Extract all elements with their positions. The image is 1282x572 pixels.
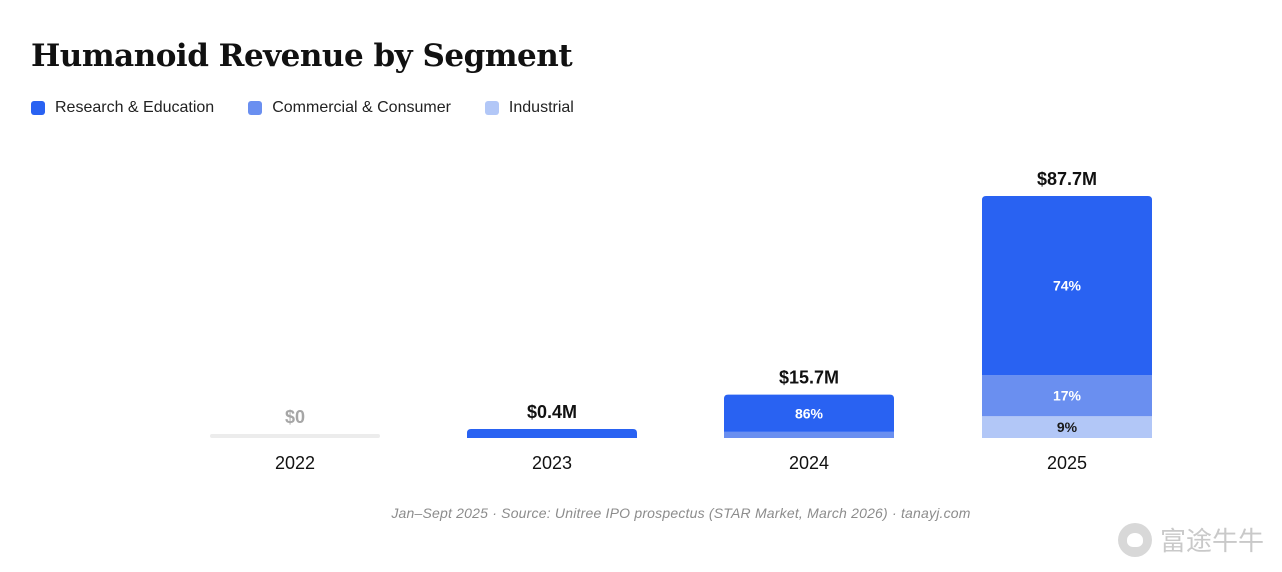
- total-label-2024: $15.7M: [779, 368, 839, 388]
- bar-segment-2025-industrial: [982, 416, 1152, 438]
- segment-label-2025-2: 9%: [1057, 419, 1078, 435]
- total-label-2025: $87.7M: [1037, 169, 1097, 189]
- legend-label-commercial: Commercial & Consumer: [272, 99, 451, 116]
- bar-segment-2024-commercial-consumer: [724, 431, 894, 438]
- legend-swatch-research: [31, 101, 45, 115]
- legend-item-industrial: Industrial: [484, 99, 574, 117]
- futu-logo-icon: [1117, 522, 1152, 557]
- bar-empty-2022: [210, 434, 380, 438]
- watermark-text: 富途牛牛: [1159, 527, 1264, 557]
- total-label-2023: $0.4M: [527, 402, 577, 422]
- legend-swatch-commercial: [248, 101, 263, 115]
- bar-segment-2023-research-education: [467, 429, 637, 438]
- legend-item-research: Research & Education: [31, 99, 214, 117]
- segment-label-2024-0: 86%: [795, 405, 824, 421]
- category-label-2024: 2024: [789, 453, 829, 473]
- segment-label-2025-1: 17%: [1053, 388, 1082, 404]
- category-label-2022: 2022: [275, 453, 315, 473]
- legend: Research & Education Commercial & Consum…: [31, 99, 608, 117]
- legend-label-research: Research & Education: [55, 99, 215, 116]
- bar-segment-2025-research-education: [982, 196, 1152, 376]
- source-note: Jan–Sept 2025 · Source: Unitree IPO pros…: [391, 505, 971, 521]
- chart-title: Humanoid Revenue by Segment: [31, 38, 573, 74]
- legend-swatch-industrial: [484, 101, 499, 115]
- total-label-2022: $0: [285, 407, 305, 427]
- category-label-2025: 2025: [1047, 453, 1087, 473]
- category-label-2023: 2023: [532, 453, 572, 473]
- bar-segment-2024-research-education: [724, 394, 894, 432]
- bar-segment-2025-commercial-consumer: [982, 375, 1152, 417]
- legend-item-commercial: Commercial & Consumer: [248, 99, 451, 117]
- segment-label-2025-0: 74%: [1053, 278, 1082, 294]
- legend-label-industrial: Industrial: [508, 99, 574, 116]
- watermark: 富途牛牛: [1117, 521, 1264, 558]
